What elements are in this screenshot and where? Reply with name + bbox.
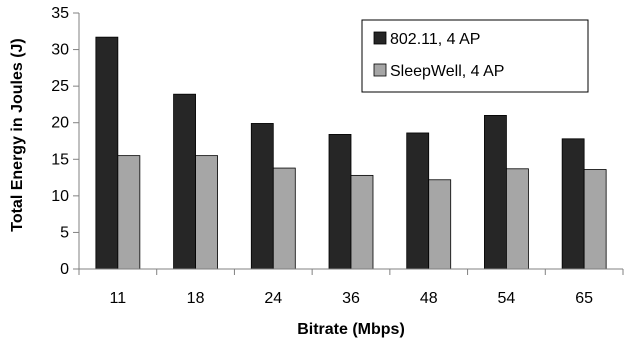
bar-802-11-65 [561, 138, 585, 270]
bar-802-11-54 [484, 115, 507, 270]
y-tick-label: 5 [60, 224, 69, 241]
x-tick-label: 24 [264, 290, 282, 307]
bar-sleepwell-54 [506, 168, 529, 270]
x-tick-label: 11 [110, 290, 127, 307]
y-axis-title: Total Energy in Joules (J) [9, 38, 26, 232]
x-tick-label: 18 [187, 290, 205, 307]
x-axis-ticks: 11 18 24 36 48 54 65 [78, 269, 624, 307]
bar-sleepwell-36 [350, 174, 374, 270]
y-tick-label: 25 [51, 78, 69, 95]
legend-swatch-802-11 [373, 31, 387, 45]
bar-sleepwell-65 [583, 169, 607, 270]
bar-802-11-48 [406, 132, 430, 270]
x-tick-label: 65 [575, 290, 593, 307]
y-axis-ticks: 0 5 10 15 20 25 30 35 [51, 5, 79, 278]
bar-sleepwell-18 [195, 155, 218, 270]
x-axis-title: Bitrate (Mbps) [297, 321, 405, 338]
bar-802-11-24 [250, 123, 274, 270]
legend-label-sleepwell: SleepWell, 4 AP [390, 63, 504, 80]
legend-label-802-11: 802.11, 4 AP [390, 31, 480, 48]
y-tick-label: 20 [51, 115, 69, 132]
legend-box [361, 19, 589, 93]
y-tick-label: 10 [51, 188, 69, 205]
bar-802-11-18 [173, 93, 196, 270]
x-tick-label: 54 [498, 290, 516, 307]
x-tick-label: 36 [342, 290, 360, 307]
y-tick-label: 30 [51, 42, 69, 59]
y-tick-label: 15 [51, 151, 69, 168]
bar-sleepwell-48 [428, 179, 452, 270]
y-tick-label: 35 [51, 5, 69, 22]
bar-802-11-11 [95, 36, 119, 270]
legend-swatch-sleepwell [373, 63, 387, 77]
bar-802-11-36 [328, 134, 352, 270]
x-tick-label: 48 [420, 290, 438, 307]
bar-sleepwell-24 [272, 167, 296, 270]
y-tick-label: 0 [60, 261, 69, 278]
legend: 802.11, 4 AP SleepWell, 4 AP [361, 19, 589, 93]
bar-sleepwell-11 [117, 155, 141, 270]
